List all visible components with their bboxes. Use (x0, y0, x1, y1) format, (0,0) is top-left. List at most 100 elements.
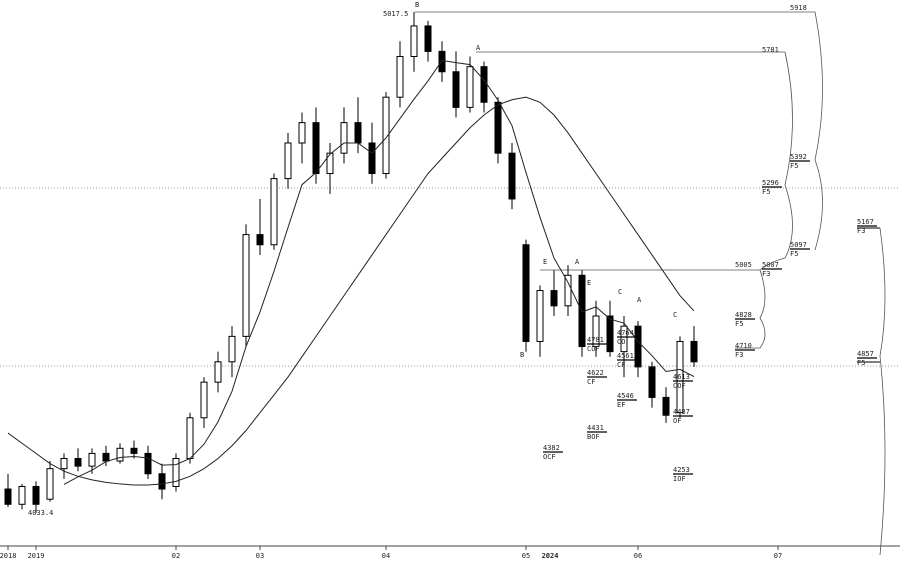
candle-body (214, 361, 222, 383)
annotation: 5167 (857, 218, 874, 226)
annotation: 4781 (587, 336, 604, 344)
annotation: 4382 (543, 444, 560, 452)
candle-body (662, 396, 670, 416)
annotation-tag: OCF (543, 453, 556, 461)
annotation-tag: F3 (857, 227, 865, 235)
annotation: 5005 (735, 261, 752, 269)
annotation-tag: OF (673, 417, 681, 425)
annotation: 4561 (617, 352, 634, 360)
annotation: 5296 (762, 179, 779, 187)
candle-body (690, 340, 698, 363)
annotation: 5392 (790, 153, 807, 161)
x-tick-label: 03 (256, 552, 264, 560)
annotation: 5007 (762, 261, 779, 269)
annotation-tag: F3 (735, 351, 743, 359)
annotation: E (543, 258, 547, 266)
candle-body (522, 244, 530, 342)
candle-body (298, 122, 306, 144)
candle-body (592, 315, 600, 348)
annotation: 4764 (617, 329, 634, 337)
annotation: 4857 (857, 350, 874, 358)
candle-body (466, 66, 474, 108)
annotation: 5097 (790, 241, 807, 249)
x-tick-label: 02 (172, 552, 180, 560)
candle-body (312, 122, 320, 175)
candle-body (172, 457, 180, 487)
x-tick-label: 07 (774, 552, 782, 560)
candle-body (410, 25, 418, 57)
candle-body (242, 234, 250, 337)
annotation: B (415, 1, 419, 9)
annotation: C (673, 311, 677, 319)
candle-body (256, 234, 264, 246)
annotation: E (587, 279, 591, 287)
projection-lines (415, 11, 886, 556)
annotation-tag: CF (587, 378, 595, 386)
annotation-tag: F5 (790, 250, 798, 258)
candle-body (452, 71, 460, 108)
ma-short-line (63, 60, 695, 485)
candle-body (354, 122, 362, 144)
annotation: A (476, 44, 481, 52)
candle-body (102, 452, 110, 462)
candle-body (494, 101, 502, 154)
candle-body (340, 122, 348, 154)
candle-body (606, 315, 614, 353)
annotation-tag: CO (617, 338, 625, 346)
candle-body (508, 152, 516, 200)
annotation-tag: COF (673, 382, 686, 390)
candle-body (382, 96, 390, 175)
candle-body (648, 366, 656, 398)
candle-body (564, 274, 572, 307)
x-tick-label: 2019 (28, 552, 45, 560)
candle-body (32, 485, 40, 505)
ma-long-line (7, 96, 695, 486)
annotation: C (618, 288, 622, 296)
x-tick-label: 05 (522, 552, 530, 560)
x-tick-label: 06 (634, 552, 642, 560)
annotation: 4613 (673, 373, 690, 381)
annotation-tag: F5 (790, 162, 798, 170)
year-label: 2024 (542, 552, 559, 560)
annotation: 4710 (735, 342, 752, 350)
candle-body (676, 340, 684, 414)
candle-body (634, 325, 642, 368)
annotation-tag: COF (587, 345, 600, 353)
candle-body (438, 50, 446, 73)
annotation: 4033.4 (28, 509, 53, 517)
annotation: 4487 (673, 408, 690, 416)
candle-body (116, 447, 124, 462)
annotation-tag: EF (617, 401, 625, 409)
annotation: B (520, 351, 524, 359)
candle-body (130, 447, 138, 454)
annotation-tag: CF (617, 361, 625, 369)
candle-body (270, 178, 278, 246)
candle-body (186, 417, 194, 459)
candle-body (74, 457, 82, 467)
candle-body (620, 325, 628, 353)
x-tick-label: 04 (382, 552, 390, 560)
annotation-tag: BOF (587, 433, 600, 441)
candle-body (144, 452, 152, 475)
annotation-tag: F5 (735, 320, 743, 328)
annotation-tag: IOF (673, 475, 686, 483)
candle-body (158, 473, 166, 490)
annotation: 5017.5 (383, 10, 408, 18)
candle-body (480, 66, 488, 103)
annotation: 4622 (587, 369, 604, 377)
candle-body (4, 488, 12, 505)
candle-body (46, 468, 54, 500)
candle-body (550, 290, 558, 307)
candle-body (536, 290, 544, 342)
annotation: 4546 (617, 392, 634, 400)
annotation: 5918 (790, 4, 807, 12)
annotation-tag: F5 (857, 359, 865, 367)
candle-body (424, 25, 432, 52)
candle-body (200, 381, 208, 419)
annotation-tag: F5 (762, 188, 770, 196)
annotation: 4828 (735, 311, 752, 319)
candle-body (326, 152, 334, 175)
annotation: A (575, 258, 580, 266)
